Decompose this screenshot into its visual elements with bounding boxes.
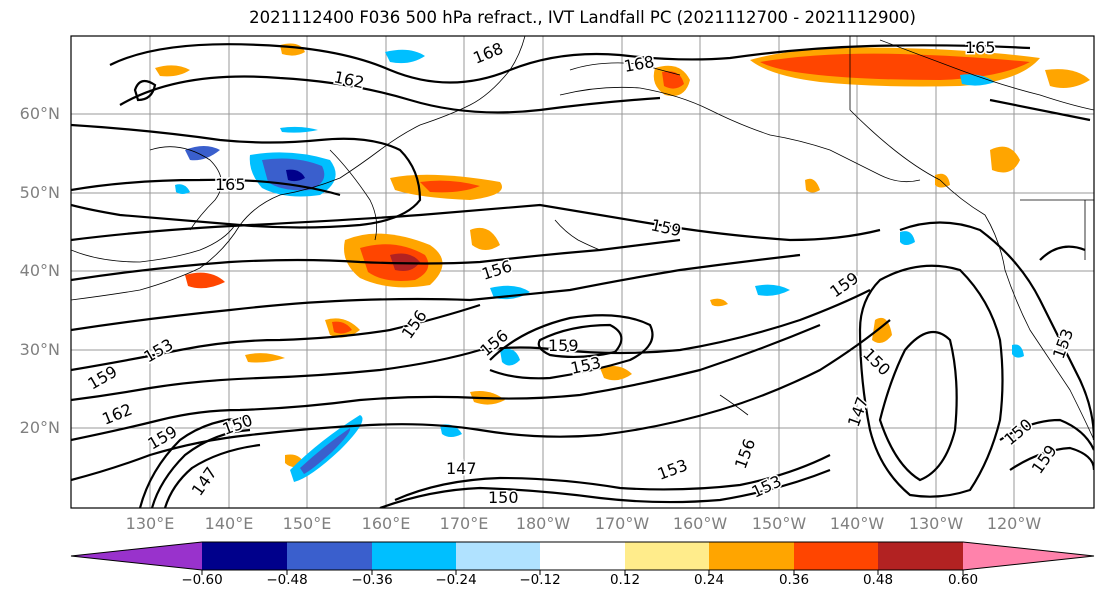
political-borders	[849, 36, 1094, 260]
map-panel	[71, 36, 1094, 508]
contour-label: 150	[488, 488, 519, 507]
lon-label: 130°E	[125, 514, 175, 533]
lon-label: 140°W	[829, 514, 885, 533]
lat-label: 50°N	[19, 183, 60, 202]
refractivity-contours	[71, 43, 1094, 508]
colorbar-tick-label: 0.24	[693, 572, 725, 588]
lon-label: 120°W	[986, 514, 1042, 533]
lon-label: 160°E	[361, 514, 411, 533]
lon-label: 150°W	[751, 514, 807, 533]
contour-label: 159	[548, 336, 579, 355]
colorbar-bin	[625, 542, 709, 570]
contour-label: 165	[215, 175, 246, 194]
map-title: 2021112400 F036 500 hPa refract., IVT La…	[249, 8, 916, 27]
colorbar-extend-high	[963, 542, 1094, 570]
lon-label: 170°E	[439, 514, 489, 533]
ivt-pc-shading	[155, 43, 1090, 482]
colorbar-bin	[709, 542, 794, 570]
lon-label: 170°W	[594, 514, 650, 533]
colorbar-bin	[372, 542, 456, 570]
colorbar-bin	[540, 542, 625, 570]
colorbar-tick-label: 0.36	[778, 572, 810, 588]
colorbar-bin	[287, 542, 372, 570]
contour-label: 147	[446, 459, 477, 478]
colorbar-tick-label: 0.60	[947, 572, 979, 588]
colorbar-tick-label: −0.48	[266, 572, 308, 588]
lat-label: 30°N	[19, 340, 60, 359]
colorbar-tick-label: 0.48	[862, 572, 894, 588]
colorbar-bin	[202, 542, 287, 570]
lon-label: 140°E	[204, 514, 254, 533]
lon-label: 150°E	[282, 514, 332, 533]
lat-label: 20°N	[19, 418, 60, 437]
colorbar	[70, 541, 1095, 575]
colorbar-extend-low	[71, 542, 202, 570]
lon-label: 130°W	[908, 514, 964, 533]
colorbar-bin	[456, 542, 540, 570]
lon-label: 160°W	[672, 514, 728, 533]
colorbar-tick-label: −0.36	[351, 572, 393, 588]
colorbar-bin	[794, 542, 878, 570]
colorbar-bin	[878, 542, 963, 570]
colorbar-tick-label: −0.24	[435, 572, 477, 588]
map-frame	[70, 35, 1095, 509]
contour-label: 165	[965, 38, 996, 57]
lon-label: 180°W	[515, 514, 571, 533]
colorbar-tick-label: −0.12	[519, 572, 561, 588]
colorbar-tick-label: 0.12	[609, 572, 641, 588]
colorbar-tick-label: −0.60	[181, 572, 223, 588]
coastlines	[71, 36, 1094, 441]
lat-label: 40°N	[19, 261, 60, 280]
lat-label: 60°N	[19, 104, 60, 123]
